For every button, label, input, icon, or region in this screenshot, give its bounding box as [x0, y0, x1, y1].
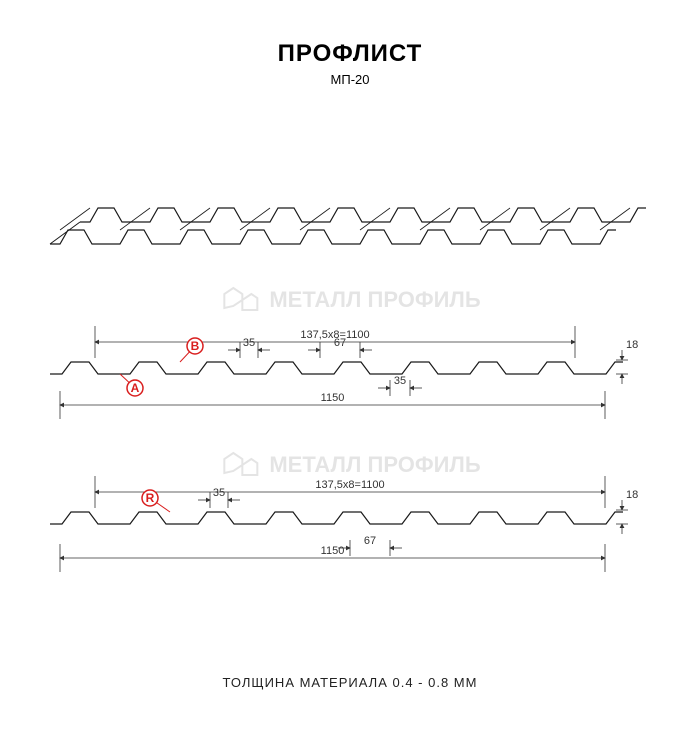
- svg-text:1150: 1150: [321, 545, 345, 557]
- section-ab: 137,5х8=1100 1150 35 67 35 18 A B: [50, 330, 650, 445]
- svg-text:67: 67: [364, 535, 376, 547]
- svg-text:35: 35: [213, 487, 225, 499]
- svg-text:137,5х8=1100: 137,5х8=1100: [315, 479, 384, 491]
- svg-text:1150: 1150: [321, 392, 345, 404]
- isometric-view: [50, 190, 650, 265]
- svg-text:35: 35: [243, 337, 255, 349]
- iso-svg: [50, 190, 660, 260]
- svg-text:18: 18: [626, 339, 638, 351]
- svg-text:18: 18: [626, 489, 638, 501]
- section-r: 137,5х8=1100 1150 35 67 18 R: [50, 480, 650, 595]
- watermark: МЕТАЛЛ ПРОФИЛЬ: [219, 280, 480, 320]
- svg-text:35: 35: [394, 375, 406, 387]
- page-title: ПРОФЛИСТ: [0, 40, 700, 68]
- footer-note: ТОЛЩИНА МАТЕРИАЛА 0.4 - 0.8 ММ: [0, 675, 700, 690]
- page-subtitle: МП-20: [0, 72, 700, 87]
- section-ab-svg: 137,5х8=1100 1150 35 67 35 18 A B: [50, 330, 650, 440]
- svg-text:R: R: [146, 491, 155, 505]
- header: ПРОФЛИСТ МП-20: [0, 40, 700, 87]
- section-r-svg: 137,5х8=1100 1150 35 67 18 R: [50, 480, 650, 590]
- svg-text:67: 67: [334, 337, 346, 349]
- svg-text:B: B: [191, 339, 200, 353]
- svg-text:A: A: [131, 381, 140, 395]
